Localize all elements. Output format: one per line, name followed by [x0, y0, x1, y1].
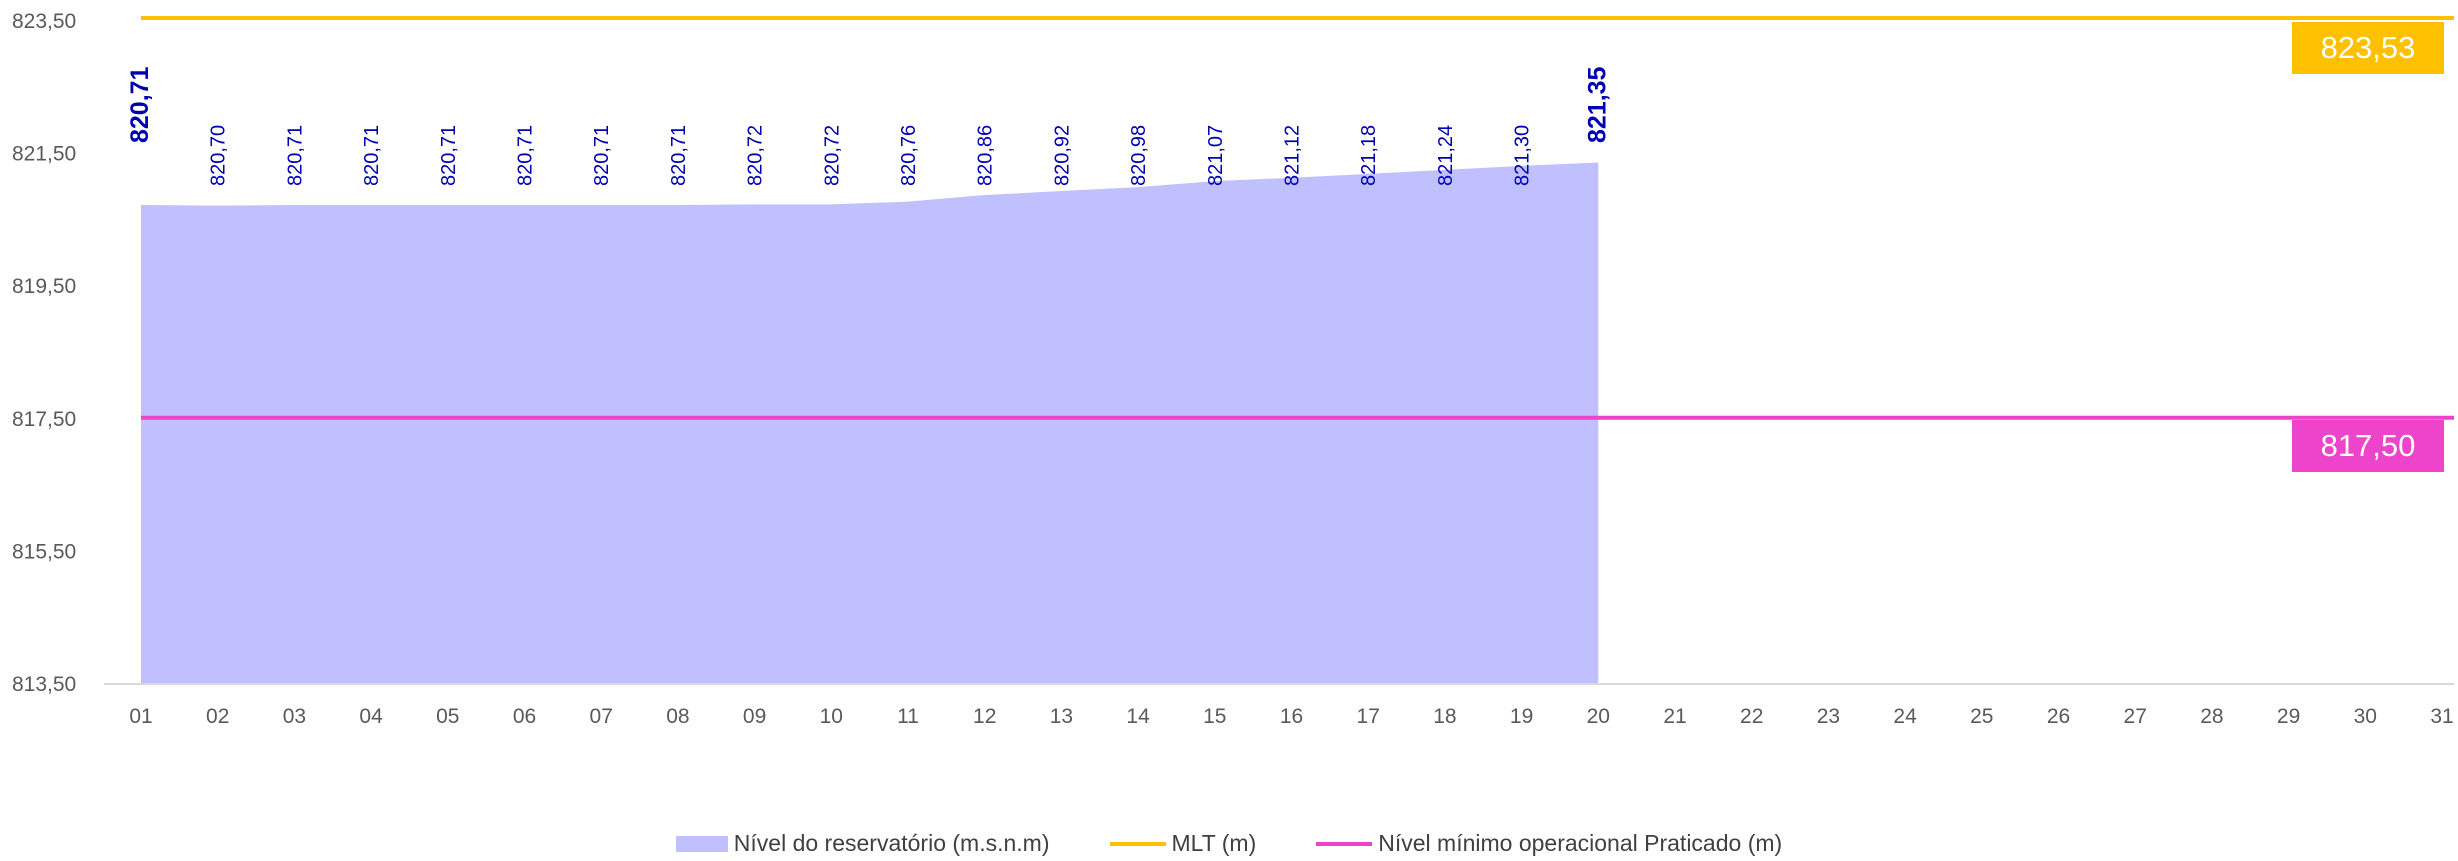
y-tick-label: 821,50 — [12, 143, 76, 166]
x-tick-label-08: 08 — [666, 705, 689, 728]
chart-legend: Nível do reservatório (m.s.n.m) MLT (m) … — [0, 830, 2458, 857]
data-label-10: 820,72 — [821, 125, 843, 186]
x-tick-label-11: 11 — [897, 705, 919, 728]
data-label-17: 821,18 — [1358, 125, 1380, 186]
data-labels-layer: 820,71 820,70 820,71 820,71 820,71 820,71 820,… — [126, 66, 1611, 186]
axes-layer: 813,50 815,50 817,50 819,50 821,50 823,50 01 02… — [12, 10, 2454, 728]
data-label-11: 820,76 — [898, 125, 920, 186]
data-label-01: 820,71 — [126, 66, 154, 143]
data-label-02: 820,70 — [208, 125, 230, 186]
legend-item-reservoir-level: Nível do reservatório (m.s.n.m) — [675, 830, 1050, 857]
x-tick-label-13: 13 — [1050, 705, 1073, 728]
x-tick-label-10: 10 — [820, 705, 843, 728]
data-label-12: 820,86 — [975, 125, 997, 186]
x-tick-label-04: 04 — [359, 705, 383, 728]
x-tick-label-31: 31 — [2430, 705, 2453, 728]
x-tick-label-30: 30 — [2354, 705, 2377, 728]
x-tick-label-26: 26 — [2047, 705, 2070, 728]
data-label-16: 821,12 — [1282, 125, 1304, 186]
legend-label-reservoir-level: Nível do reservatório (m.s.n.m) — [733, 830, 1050, 856]
x-tick-label-05: 05 — [436, 705, 459, 728]
x-tick-label-03: 03 — [283, 705, 306, 728]
legend-label-mlt: MLT (m) — [1171, 830, 1257, 856]
y-tick-label: 815,50 — [12, 540, 76, 563]
reference-lines-layer: 823,53 817,50 — [141, 16, 2454, 472]
data-label-20: 821,35 — [1583, 66, 1611, 143]
y-tick-label: 823,50 — [12, 10, 76, 33]
y-tick-label: 813,50 — [12, 673, 76, 696]
x-tick-label-21: 21 — [1663, 705, 1686, 728]
legend-swatch-reservoir-level — [675, 835, 728, 852]
min-level-value-label: 817,50 — [2321, 428, 2416, 463]
data-label-07: 820,71 — [591, 125, 613, 186]
x-tick-label-16: 16 — [1280, 705, 1303, 728]
data-label-05: 820,71 — [438, 125, 460, 186]
x-tick-label-09: 09 — [743, 705, 766, 728]
x-tick-label-15: 15 — [1203, 705, 1226, 728]
y-tick-label: 819,50 — [12, 275, 76, 298]
x-tick-label-14: 14 — [1126, 705, 1150, 728]
legend-swatch-mlt — [1109, 841, 1166, 846]
x-tick-label-24: 24 — [1893, 705, 1917, 728]
area-layer — [141, 162, 1599, 684]
data-label-03: 820,71 — [284, 125, 306, 186]
x-tick-label-23: 23 — [1817, 705, 1840, 728]
y-tick-label: 817,50 — [12, 408, 76, 431]
x-tick-label-02: 02 — [206, 705, 229, 728]
data-label-09: 820,72 — [745, 125, 767, 186]
data-label-13: 820,92 — [1051, 125, 1073, 186]
x-tick-label-20: 20 — [1587, 705, 1610, 728]
data-label-15: 821,07 — [1205, 125, 1227, 186]
data-label-19: 821,30 — [1512, 125, 1534, 186]
x-tick-label-27: 27 — [2124, 705, 2147, 728]
legend-item-mlt: MLT (m) — [1109, 830, 1257, 857]
x-tick-label-12: 12 — [973, 705, 996, 728]
legend-label-min-level: Nível mínimo operacional Praticado (m) — [1378, 830, 1783, 856]
data-label-04: 820,71 — [361, 125, 383, 186]
x-tick-label-22: 22 — [1740, 705, 1763, 728]
x-tick-label-06: 06 — [513, 705, 536, 728]
data-label-18: 821,24 — [1435, 125, 1457, 186]
x-tick-label-01: 01 — [129, 705, 152, 728]
data-label-14: 820,98 — [1128, 125, 1150, 186]
mlt-value-box — [2292, 22, 2444, 74]
reservoir-level-area — [141, 162, 1599, 684]
x-tick-label-29: 29 — [2277, 705, 2300, 728]
x-tick-label-17: 17 — [1357, 705, 1380, 728]
x-tick-label-28: 28 — [2200, 705, 2223, 728]
legend-item-min-level: Nível mínimo operacional Praticado (m) — [1316, 830, 1782, 857]
data-label-06: 820,71 — [515, 125, 537, 186]
data-label-08: 820,71 — [668, 125, 690, 186]
x-tick-label-18: 18 — [1433, 705, 1456, 728]
legend-swatch-min-level — [1316, 841, 1373, 846]
min-level-value-box — [2292, 420, 2444, 472]
x-tick-label-25: 25 — [1970, 705, 1993, 728]
x-tick-label-07: 07 — [590, 705, 613, 728]
x-tick-label-19: 19 — [1510, 705, 1533, 728]
mlt-value-label: 823,53 — [2321, 30, 2416, 65]
